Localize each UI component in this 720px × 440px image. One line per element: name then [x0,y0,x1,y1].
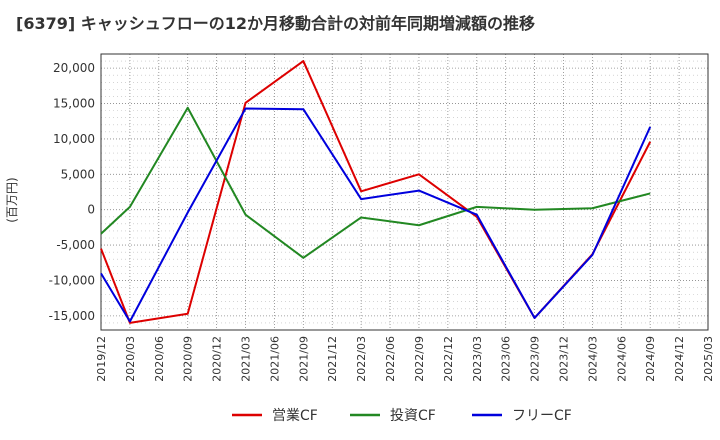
legend-label: 営業CF [272,408,318,424]
x-tick-label: 2025/03 [702,336,715,382]
x-axis-ticks: 2019/12 2020/03 2020/06 2020/09 2020/12 2021/… [95,336,715,382]
x-tick-label: 2021/06 [268,336,281,382]
y-tick-label: 10,000 [53,132,95,146]
legend-label: フリーCF [512,408,572,424]
y-tick-label: -10,000 [49,273,95,287]
x-tick-label: 2023/03 [471,336,484,382]
y-axis-ticks: -15,000 -10,000 -5,000 0 5,000 10,000 15,000 20… [49,61,95,323]
x-tick-label: 2021/12 [326,336,339,382]
x-tick-label: 2022/09 [413,336,426,382]
series-line-投資CF [100,106,651,259]
x-tick-label: 2023/09 [529,336,542,382]
series-line-フリーCF [100,107,652,323]
x-tick-label: 2023/06 [500,336,513,382]
x-tick-label: 2024/09 [644,336,657,382]
legend: 営業CF 投資CF フリーCF [232,408,572,424]
plot-frame [100,53,709,331]
legend-label: 投資CF [390,408,436,424]
x-tick-label: 2021/09 [297,336,310,382]
y-axis-label: (百万円) [5,177,19,222]
y-tick-label: 0 [87,203,95,217]
y-tick-label: -15,000 [49,309,95,323]
x-tick-label: 2019/12 [95,336,108,382]
x-tick-label: 2020/03 [124,336,137,382]
x-tick-label: 2020/06 [153,336,166,382]
x-tick-label: 2020/09 [182,336,195,382]
y-tick-label: -5,000 [56,238,95,252]
x-tick-label: 2023/12 [557,336,570,382]
x-tick-label: 2021/03 [240,336,253,382]
y-tick-label: 15,000 [53,97,95,111]
x-tick-label: 2024/12 [673,336,686,382]
grid-layer [100,54,709,330]
y-tick-label: 5,000 [61,167,95,181]
x-tick-label: 2022/06 [384,336,397,382]
x-tick-label: 2020/12 [211,336,224,382]
y-tick-label: 20,000 [53,61,95,75]
chart-title: [6379] キャッシュフローの12か月移動合計の対前年同期増減額の推移 [16,14,535,33]
x-tick-label: 2022/03 [355,336,368,382]
x-tick-label: 2024/06 [615,336,628,382]
series-layer [100,60,652,324]
series-line-営業CF [100,60,652,324]
x-tick-label: 2024/03 [586,336,599,382]
x-tick-label: 2022/12 [442,336,455,382]
